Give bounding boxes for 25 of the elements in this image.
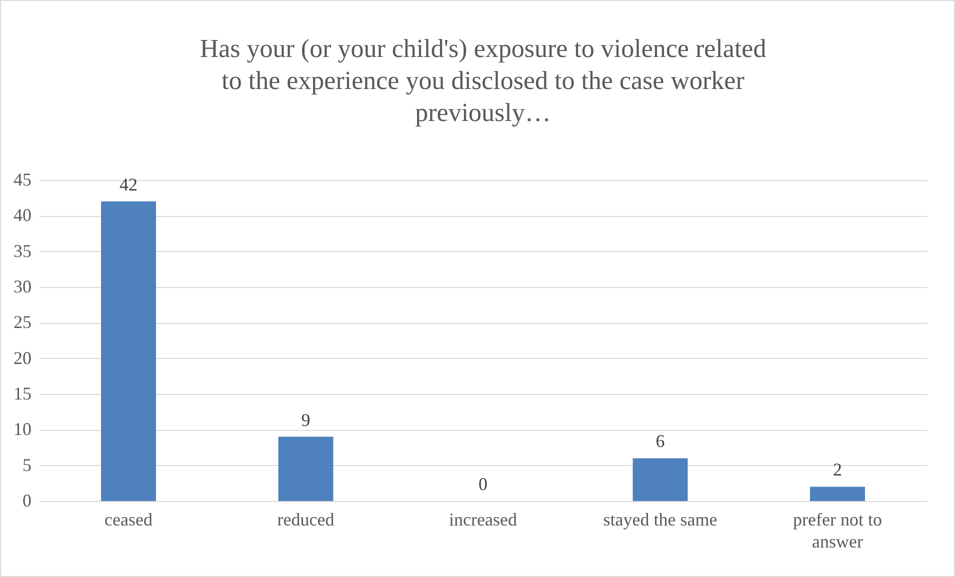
bar	[101, 201, 156, 501]
chart-title: Has your (or your child's) exposure to violence related to the experience you disclosed to the case worker previously…	[200, 34, 766, 127]
x-tick-label: stayed the same	[603, 510, 718, 530]
data-label: 2	[832, 460, 842, 480]
data-label: 0	[478, 474, 488, 494]
y-tick-label: 5	[22, 454, 32, 475]
data-label: 42	[120, 174, 138, 194]
data-label: 6	[656, 431, 665, 452]
bar	[632, 458, 688, 501]
bar	[810, 486, 865, 501]
y-tick-label: 35	[14, 240, 32, 261]
y-tick-label: 40	[14, 205, 32, 226]
y-tick-label: 15	[14, 384, 32, 404]
x-tick-label: prefer not to answer	[793, 510, 882, 552]
y-tick-label: 20	[14, 348, 32, 368]
y-tick-label: 30	[14, 276, 32, 296]
x-tick-label: ceased	[104, 510, 152, 530]
x-tick-label: reduced	[277, 510, 334, 530]
x-tick-label: increased	[449, 510, 517, 530]
y-tick-label: 25	[14, 312, 32, 332]
data-label: 9	[301, 410, 310, 430]
y-tick-label: 45	[14, 170, 32, 190]
y-tick-label: 0	[22, 490, 32, 510]
bar	[278, 436, 334, 501]
y-tick-label: 10	[14, 419, 32, 440]
